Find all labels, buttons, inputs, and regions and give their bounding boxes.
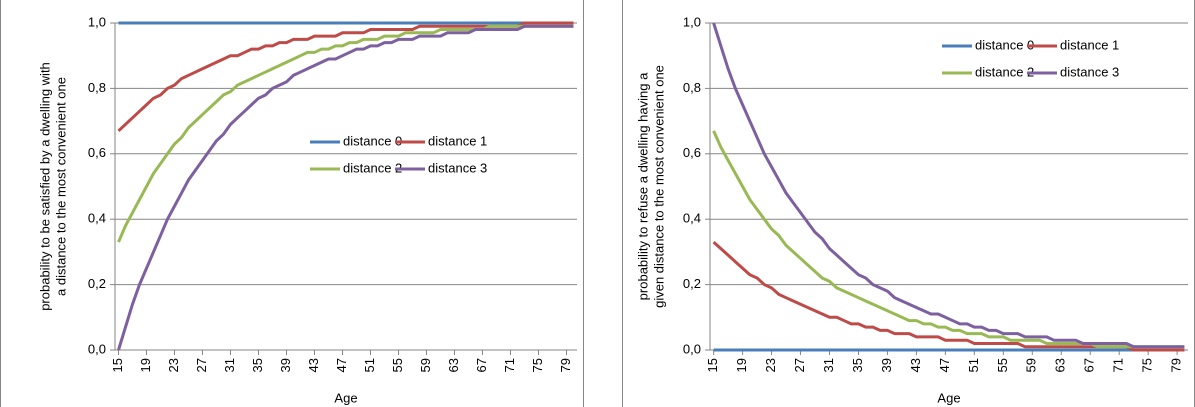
x-tick-label: 79 bbox=[558, 358, 573, 372]
x-tick-label: 63 bbox=[1053, 358, 1068, 372]
x-tick-label: 59 bbox=[1024, 358, 1039, 372]
legend-label: distance 0 bbox=[975, 37, 1034, 52]
x-tick-label: 71 bbox=[1111, 358, 1126, 372]
x-tick-label: 59 bbox=[418, 358, 433, 372]
x-tick-label: 35 bbox=[250, 358, 265, 372]
x-tick-label: 51 bbox=[966, 358, 981, 372]
x-tick-label: 31 bbox=[821, 358, 836, 372]
y-tick-label: 0,4 bbox=[88, 211, 106, 226]
x-tick-label: 67 bbox=[1082, 358, 1097, 372]
x-tick-label: 19 bbox=[138, 358, 153, 372]
x-tick-label: 27 bbox=[194, 358, 209, 372]
x-tick-label: 19 bbox=[734, 358, 749, 372]
legend-label: distance 3 bbox=[1060, 64, 1119, 79]
series-line bbox=[117, 21, 574, 133]
y-tick-label: 0,2 bbox=[88, 276, 106, 291]
y-axis-label: given distance to the most convenient on… bbox=[651, 65, 666, 308]
x-tick-label: 47 bbox=[937, 358, 952, 372]
x-tick-label: 35 bbox=[850, 358, 865, 372]
y-axis-label: a distance to the most convenient one bbox=[53, 77, 68, 296]
x-tick-label: 15 bbox=[705, 358, 720, 372]
y-tick-label: 1,0 bbox=[88, 14, 106, 29]
x-tick-label: 75 bbox=[530, 358, 545, 372]
y-tick-label: 0,8 bbox=[683, 80, 701, 95]
y-tick-label: 0,0 bbox=[88, 341, 106, 356]
x-tick-label: 39 bbox=[879, 358, 894, 372]
series-line bbox=[712, 22, 1185, 349]
x-tick-label: 43 bbox=[908, 358, 923, 372]
x-tick-label: 31 bbox=[222, 358, 237, 372]
x-tick-label: 55 bbox=[390, 358, 405, 372]
y-tick-label: 1,0 bbox=[683, 14, 701, 29]
y-tick-label: 0,0 bbox=[683, 341, 701, 356]
series-line bbox=[117, 24, 574, 351]
legend-label: distance 0 bbox=[343, 133, 402, 148]
y-axis-label: probability to refuse a dwelling having … bbox=[635, 72, 650, 300]
y-tick-label: 0,6 bbox=[683, 145, 701, 160]
x-tick-label: 63 bbox=[446, 358, 461, 372]
x-tick-label: 75 bbox=[1140, 358, 1155, 372]
x-tick-label: 55 bbox=[995, 358, 1010, 372]
x-tick-label: 27 bbox=[792, 358, 807, 372]
legend-label: distance 2 bbox=[343, 160, 402, 175]
x-tick-label: 23 bbox=[166, 358, 181, 372]
series-line bbox=[712, 130, 1185, 349]
x-tick-label: 15 bbox=[110, 358, 125, 372]
x-tick-label: 39 bbox=[278, 358, 293, 372]
legend-label: distance 2 bbox=[975, 64, 1034, 79]
legend-label: distance 1 bbox=[1060, 37, 1119, 52]
series-line bbox=[712, 240, 1185, 352]
y-tick-label: 0,8 bbox=[88, 80, 106, 95]
x-tick-label: 79 bbox=[1169, 358, 1184, 372]
x-axis-label: Age bbox=[937, 390, 960, 405]
x-tick-label: 43 bbox=[306, 358, 321, 372]
x-axis-label: Age bbox=[334, 390, 357, 405]
y-axis-label: probability to be satisfied by a dwellin… bbox=[37, 62, 52, 311]
y-tick-label: 0,2 bbox=[683, 276, 701, 291]
x-tick-label: 23 bbox=[763, 358, 778, 372]
x-tick-label: 51 bbox=[362, 358, 377, 372]
legend-label: distance 1 bbox=[428, 133, 487, 148]
y-tick-label: 0,4 bbox=[683, 211, 701, 226]
x-tick-label: 47 bbox=[334, 358, 349, 372]
y-tick-label: 0,6 bbox=[88, 145, 106, 160]
x-tick-label: 71 bbox=[502, 358, 517, 372]
legend-label: distance 3 bbox=[428, 160, 487, 175]
x-tick-label: 67 bbox=[474, 358, 489, 372]
series-line bbox=[117, 24, 574, 243]
chart-frame bbox=[0, 0, 584, 407]
